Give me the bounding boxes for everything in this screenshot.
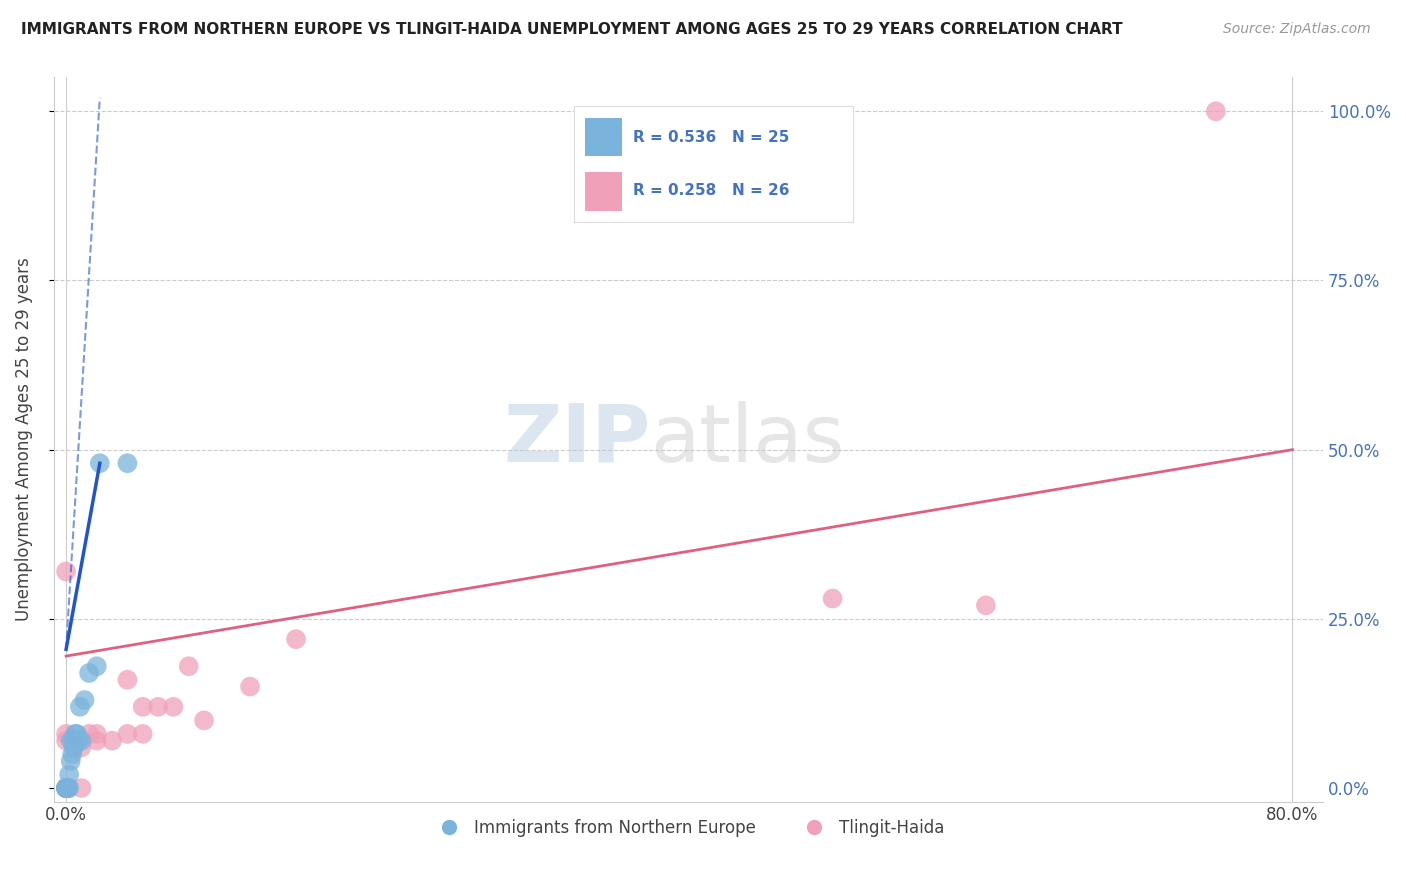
- Point: [70, 733, 93, 747]
- Point: [239, 680, 262, 694]
- Text: IMMIGRANTS FROM NORTHERN EUROPE VS TLINGIT-HAIDA UNEMPLOYMENT AMONG AGES 25 TO 2: IMMIGRANTS FROM NORTHERN EUROPE VS TLING…: [21, 22, 1123, 37]
- Point: [67, 733, 90, 747]
- Point: [132, 699, 155, 714]
- Point: [55, 780, 77, 795]
- Point: [77, 727, 100, 741]
- Point: [73, 693, 96, 707]
- Point: [77, 665, 100, 680]
- Point: [70, 780, 93, 795]
- Point: [55, 565, 77, 579]
- Point: [58, 780, 80, 795]
- Point: [162, 699, 184, 714]
- Point: [69, 699, 91, 714]
- Point: [55, 780, 77, 795]
- Point: [56, 780, 79, 795]
- Point: [55, 727, 77, 741]
- Point: [56, 780, 79, 795]
- Point: [55, 780, 77, 795]
- Point: [60, 747, 83, 762]
- Text: atlas: atlas: [651, 401, 845, 478]
- Point: [59, 733, 82, 747]
- Point: [821, 591, 844, 606]
- Point: [59, 754, 82, 768]
- Point: [86, 659, 108, 673]
- Point: [89, 456, 111, 470]
- Point: [193, 714, 215, 728]
- Point: [1205, 104, 1227, 119]
- Y-axis label: Unemployment Among Ages 25 to 29 years: Unemployment Among Ages 25 to 29 years: [15, 258, 32, 622]
- Point: [86, 733, 108, 747]
- Point: [55, 780, 77, 795]
- Point: [117, 456, 139, 470]
- Point: [55, 780, 77, 795]
- Point: [55, 780, 77, 795]
- Point: [132, 727, 155, 741]
- Text: ZIP: ZIP: [503, 401, 651, 478]
- Point: [58, 767, 80, 781]
- Point: [86, 727, 108, 741]
- Point: [66, 727, 89, 741]
- Legend: Immigrants from Northern Europe, Tlingit-Haida: Immigrants from Northern Europe, Tlingit…: [426, 813, 952, 844]
- Point: [117, 673, 139, 687]
- Point: [62, 740, 84, 755]
- Point: [56, 780, 79, 795]
- Point: [70, 740, 93, 755]
- Point: [62, 733, 84, 747]
- Point: [146, 699, 169, 714]
- Point: [55, 780, 77, 795]
- Point: [55, 780, 77, 795]
- Point: [65, 727, 87, 741]
- Text: Source: ZipAtlas.com: Source: ZipAtlas.com: [1223, 22, 1371, 37]
- Point: [55, 733, 77, 747]
- Point: [117, 727, 139, 741]
- Point: [101, 733, 124, 747]
- Point: [55, 780, 77, 795]
- Point: [177, 659, 200, 673]
- Point: [285, 632, 308, 647]
- Point: [974, 599, 997, 613]
